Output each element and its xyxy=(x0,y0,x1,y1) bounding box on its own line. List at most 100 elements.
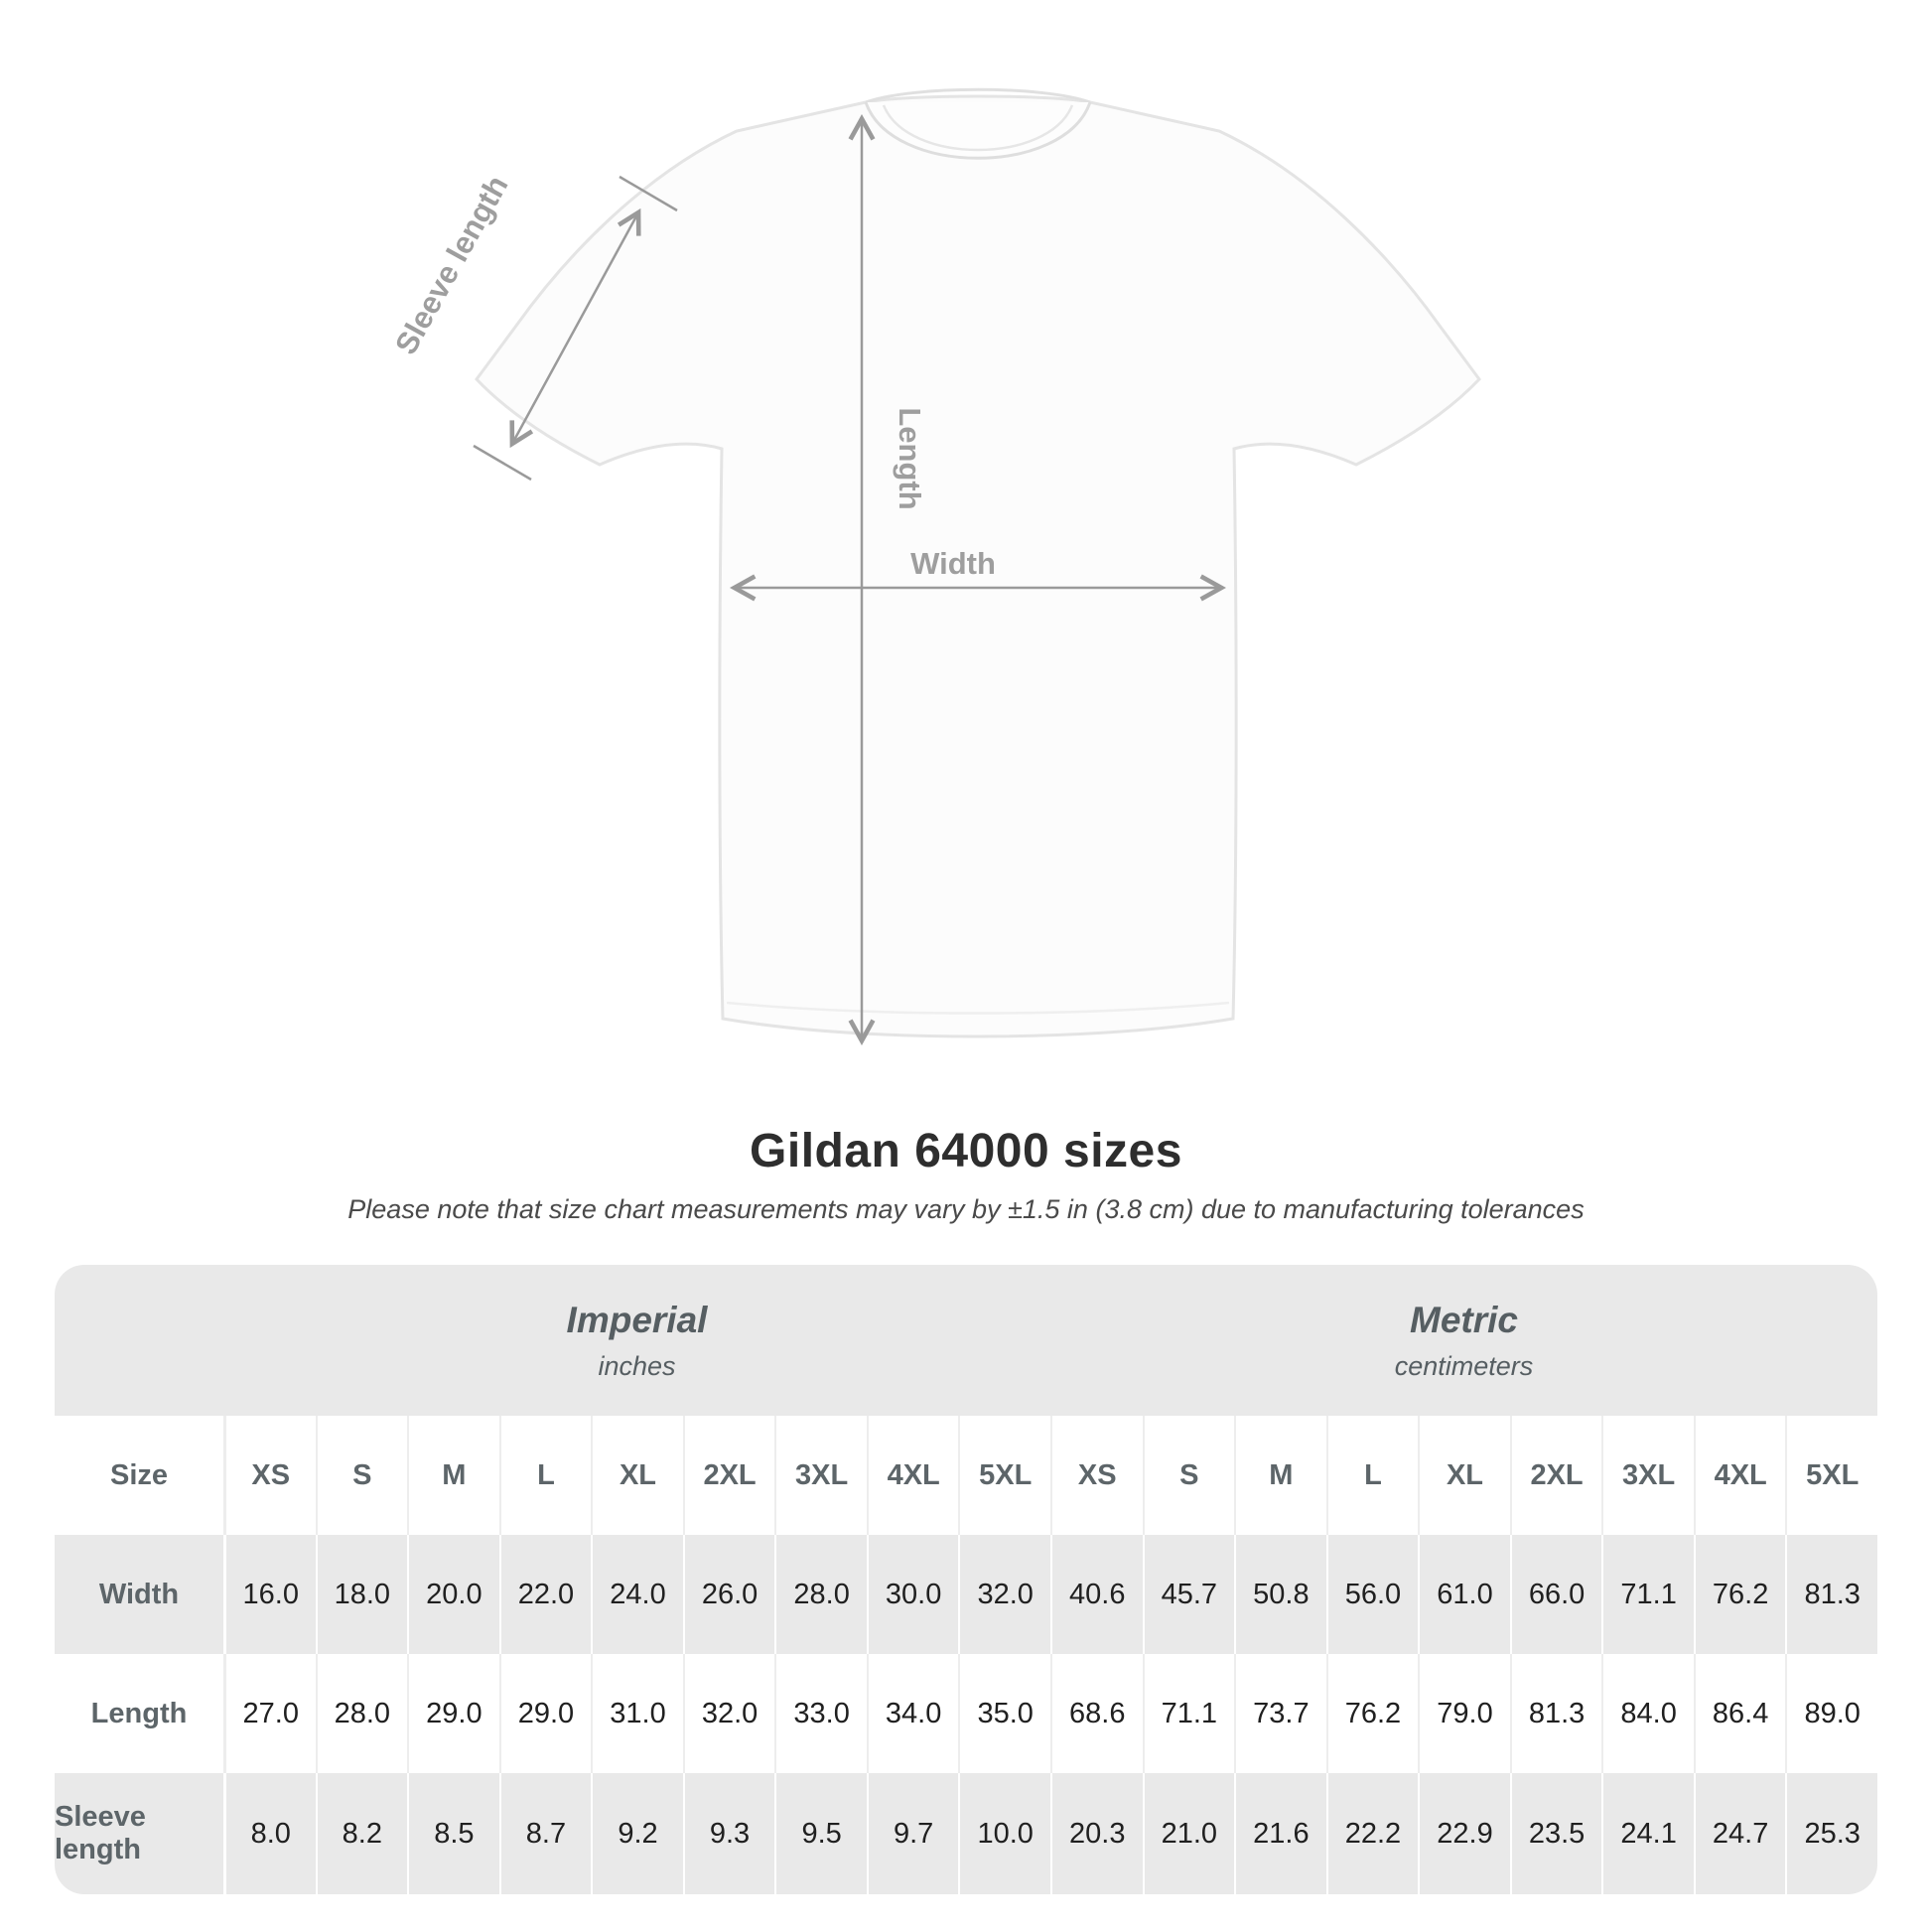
sleeve-5xl-cm: 25.3 xyxy=(1785,1773,1877,1894)
width-2xl-cm: 66.0 xyxy=(1509,1535,1602,1654)
sleeve-s-cm: 21.0 xyxy=(1142,1773,1235,1894)
width-l-cm: 56.0 xyxy=(1325,1535,1419,1654)
length-4xl-in: 34.0 xyxy=(866,1654,959,1773)
size-col-xs-metric: XS xyxy=(1050,1416,1143,1535)
length-3xl-in: 33.0 xyxy=(774,1654,867,1773)
size-col-3xl-imperial: 3XL xyxy=(774,1416,867,1535)
length-3xl-cm: 84.0 xyxy=(1601,1654,1694,1773)
tshirt-illustration: Sleeve length Length Width xyxy=(388,87,1481,1104)
row-label-sleeve-length: Sleeve length xyxy=(55,1773,223,1894)
metric-unit-label: centimeters xyxy=(1394,1350,1534,1381)
sleeve-xl-in: 9.2 xyxy=(591,1773,683,1894)
width-4xl-cm: 76.2 xyxy=(1693,1535,1786,1654)
unit-system-header-row: Imperial inches Metric centimeters xyxy=(55,1265,1877,1416)
size-col-m-metric: M xyxy=(1234,1416,1326,1535)
length-m-in: 29.0 xyxy=(407,1654,499,1773)
sleeve-2xl-cm: 23.5 xyxy=(1509,1773,1602,1894)
size-table: Imperial inches Metric centimeters Size … xyxy=(55,1265,1877,1894)
size-col-xl-imperial: XL xyxy=(591,1416,683,1535)
size-corner-label: Size xyxy=(55,1416,223,1535)
row-label-length: Length xyxy=(55,1654,223,1773)
hem-stitch xyxy=(726,1001,1230,1015)
size-col-2xl-metric: 2XL xyxy=(1509,1416,1602,1535)
size-col-3xl-metric: 3XL xyxy=(1601,1416,1694,1535)
length-5xl-in: 35.0 xyxy=(958,1654,1050,1773)
width-m-cm: 50.8 xyxy=(1234,1535,1326,1654)
sleeve-xs-in: 8.0 xyxy=(223,1773,316,1894)
sleeve-length-arrow xyxy=(513,214,637,442)
length-l-cm: 76.2 xyxy=(1325,1654,1419,1773)
width-2xl-in: 26.0 xyxy=(682,1535,775,1654)
length-s-in: 28.0 xyxy=(315,1654,408,1773)
size-col-4xl-metric: 4XL xyxy=(1693,1416,1786,1535)
header-corner-cell xyxy=(55,1265,223,1416)
sleeve-5xl-in: 10.0 xyxy=(958,1773,1050,1894)
imperial-label: Imperial xyxy=(566,1299,708,1340)
sleeve-l-in: 8.7 xyxy=(498,1773,592,1894)
collar-ribbing xyxy=(882,104,1074,152)
width-xl-cm: 61.0 xyxy=(1418,1535,1510,1654)
length-m-cm: 73.7 xyxy=(1234,1654,1326,1773)
width-label: Width xyxy=(910,546,996,581)
size-col-m-imperial: M xyxy=(407,1416,499,1535)
length-2xl-in: 32.0 xyxy=(682,1654,775,1773)
sleeve-arrow-tick-top xyxy=(619,175,678,212)
length-row: Length 27.0 28.0 29.0 29.0 31.0 32.0 33.… xyxy=(55,1654,1877,1773)
length-xs-in: 27.0 xyxy=(223,1654,316,1773)
sleeve-m-in: 8.5 xyxy=(407,1773,499,1894)
sleeve-3xl-in: 9.5 xyxy=(774,1773,867,1894)
size-col-xs-imperial: XS xyxy=(223,1416,316,1535)
width-xl-in: 24.0 xyxy=(591,1535,683,1654)
sleeve-4xl-in: 9.7 xyxy=(866,1773,959,1894)
width-5xl-in: 32.0 xyxy=(958,1535,1050,1654)
length-l-in: 29.0 xyxy=(498,1654,592,1773)
tolerance-note: Please note that size chart measurements… xyxy=(347,1194,1585,1224)
tshirt-diagram: Sleeve length Length Width xyxy=(388,87,1481,1104)
width-l-in: 22.0 xyxy=(498,1535,592,1654)
size-col-2xl-imperial: 2XL xyxy=(682,1416,775,1535)
sleeve-m-cm: 21.6 xyxy=(1234,1773,1326,1894)
sleeve-xl-cm: 22.9 xyxy=(1418,1773,1510,1894)
width-3xl-in: 28.0 xyxy=(774,1535,867,1654)
width-xs-in: 16.0 xyxy=(223,1535,316,1654)
size-col-xl-metric: XL xyxy=(1418,1416,1510,1535)
width-5xl-cm: 81.3 xyxy=(1785,1535,1877,1654)
collar-opening xyxy=(864,101,1092,160)
width-xs-cm: 40.6 xyxy=(1050,1535,1143,1654)
size-col-l-metric: L xyxy=(1325,1416,1419,1535)
size-col-5xl-imperial: 5XL xyxy=(958,1416,1050,1535)
metric-group-header: Metric centimeters xyxy=(1050,1265,1877,1416)
length-xs-cm: 68.6 xyxy=(1050,1654,1143,1773)
size-header-row: Size XS S M L XL 2XL 3XL 4XL 5XL XS S M … xyxy=(55,1416,1877,1535)
sleeve-l-cm: 22.2 xyxy=(1325,1773,1419,1894)
measurement-annotations xyxy=(473,121,1219,1038)
size-col-4xl-imperial: 4XL xyxy=(866,1416,959,1535)
sleeve-2xl-in: 9.3 xyxy=(682,1773,775,1894)
width-3xl-cm: 71.1 xyxy=(1601,1535,1694,1654)
size-col-s-metric: S xyxy=(1142,1416,1235,1535)
width-s-cm: 45.7 xyxy=(1142,1535,1235,1654)
sleeve-length-row: Sleeve length 8.0 8.2 8.5 8.7 9.2 9.3 9.… xyxy=(55,1773,1877,1894)
sleeve-s-in: 8.2 xyxy=(315,1773,408,1894)
sleeve-xs-cm: 20.3 xyxy=(1050,1773,1143,1894)
imperial-unit-label: inches xyxy=(598,1350,676,1381)
size-col-l-imperial: L xyxy=(498,1416,592,1535)
length-4xl-cm: 86.4 xyxy=(1693,1654,1786,1773)
size-col-5xl-metric: 5XL xyxy=(1785,1416,1877,1535)
sleeve-length-label: Sleeve length xyxy=(388,170,515,360)
length-s-cm: 71.1 xyxy=(1142,1654,1235,1773)
sleeve-4xl-cm: 24.7 xyxy=(1693,1773,1786,1894)
imperial-group-header: Imperial inches xyxy=(223,1265,1050,1416)
width-s-in: 18.0 xyxy=(315,1535,408,1654)
tshirt-shape xyxy=(475,87,1481,1038)
width-4xl-in: 30.0 xyxy=(866,1535,959,1654)
length-xl-in: 31.0 xyxy=(591,1654,683,1773)
size-col-s-imperial: S xyxy=(315,1416,408,1535)
metric-label: Metric xyxy=(1410,1299,1518,1340)
sleeve-3xl-cm: 24.1 xyxy=(1601,1773,1694,1894)
page-title: Gildan 64000 sizes xyxy=(750,1125,1182,1177)
length-2xl-cm: 81.3 xyxy=(1509,1654,1602,1773)
width-row: Width 16.0 18.0 20.0 22.0 24.0 26.0 28.0… xyxy=(55,1535,1877,1654)
collar-back xyxy=(865,87,1091,104)
